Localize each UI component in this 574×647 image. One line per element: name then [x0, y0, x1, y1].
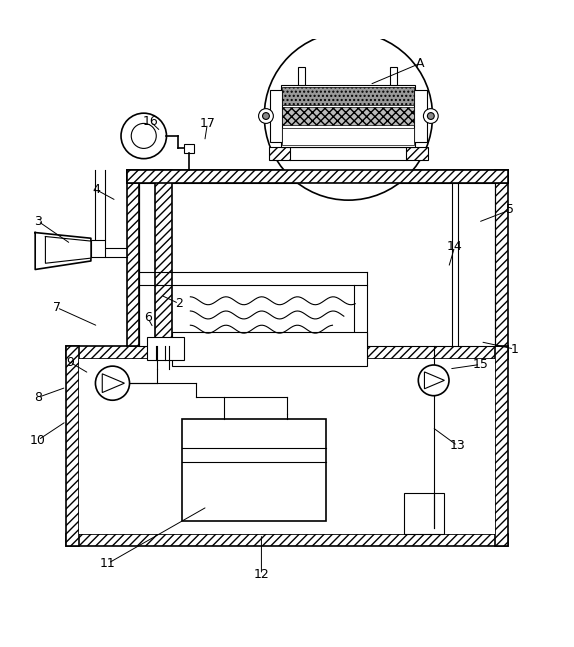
- Text: 16: 16: [143, 115, 158, 128]
- Text: 8: 8: [34, 391, 42, 404]
- Bar: [183, 419, 325, 521]
- Bar: [127, 170, 507, 182]
- Text: 5: 5: [506, 203, 514, 216]
- Circle shape: [428, 113, 434, 120]
- Text: 7: 7: [53, 301, 61, 314]
- Text: 3: 3: [34, 215, 42, 228]
- Text: 12: 12: [254, 568, 269, 581]
- Bar: [298, 67, 305, 85]
- Text: 14: 14: [447, 240, 463, 253]
- Polygon shape: [102, 374, 125, 393]
- Bar: [91, 240, 105, 257]
- Bar: [79, 358, 495, 534]
- Circle shape: [264, 32, 433, 200]
- Text: 2: 2: [175, 297, 183, 310]
- Bar: [281, 85, 415, 148]
- Bar: [414, 91, 427, 142]
- Circle shape: [131, 124, 156, 148]
- Bar: [139, 182, 495, 346]
- Text: 9: 9: [66, 356, 74, 369]
- Bar: [390, 67, 397, 85]
- Bar: [495, 170, 507, 346]
- Bar: [146, 336, 184, 360]
- Bar: [495, 346, 507, 546]
- Bar: [127, 170, 139, 346]
- Circle shape: [418, 365, 449, 396]
- Polygon shape: [35, 232, 91, 270]
- Bar: [127, 170, 507, 182]
- Bar: [404, 493, 444, 534]
- Circle shape: [262, 113, 269, 120]
- Bar: [406, 148, 428, 160]
- Text: 10: 10: [30, 433, 46, 446]
- Bar: [154, 170, 172, 346]
- Circle shape: [95, 366, 130, 400]
- Polygon shape: [424, 372, 444, 389]
- Bar: [184, 144, 194, 153]
- Bar: [282, 87, 414, 105]
- Bar: [67, 534, 507, 546]
- Bar: [172, 332, 367, 366]
- Bar: [269, 148, 290, 160]
- Bar: [67, 346, 79, 546]
- Text: 1: 1: [510, 342, 518, 356]
- Text: 13: 13: [449, 439, 466, 452]
- Text: 15: 15: [472, 358, 488, 371]
- Text: 11: 11: [100, 557, 116, 570]
- Text: 4: 4: [92, 183, 100, 197]
- Circle shape: [121, 113, 166, 159]
- Bar: [270, 91, 282, 142]
- Text: 6: 6: [144, 311, 152, 324]
- Bar: [67, 346, 507, 358]
- Text: 17: 17: [200, 117, 215, 130]
- Circle shape: [424, 109, 438, 124]
- Bar: [282, 127, 414, 145]
- Bar: [139, 182, 495, 346]
- Circle shape: [258, 109, 273, 124]
- Bar: [282, 107, 414, 126]
- Text: A: A: [416, 57, 425, 70]
- Polygon shape: [45, 237, 91, 263]
